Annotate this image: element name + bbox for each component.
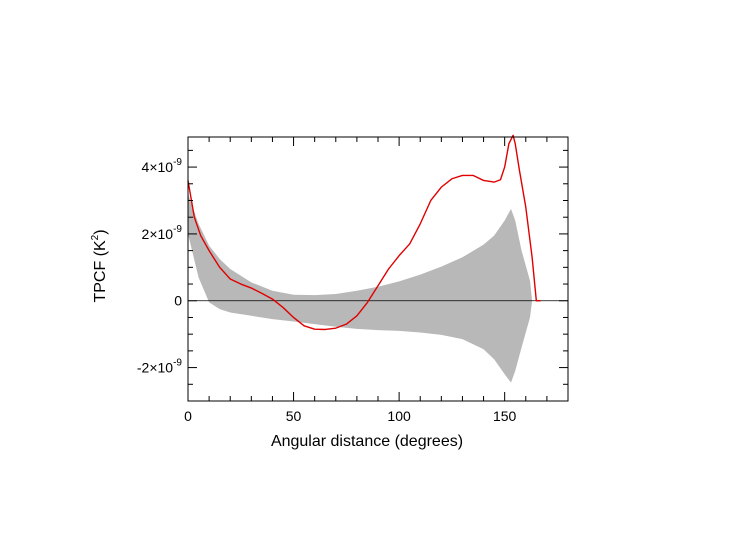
y-tick-mantissa: 2×10 bbox=[142, 226, 174, 242]
y-tick-label: -2×10-9 bbox=[137, 358, 183, 376]
y-tick-exponent: -9 bbox=[173, 358, 182, 369]
y-tick-label: 0 bbox=[174, 293, 182, 309]
y-axis-title-sup: 2 bbox=[90, 234, 101, 240]
series-layer bbox=[187, 134, 541, 331]
tpcf-series-line-0 bbox=[187, 134, 541, 331]
y-axis-title-main: TPCF (K bbox=[92, 240, 109, 303]
y-axis-title-close: ) bbox=[92, 229, 109, 234]
x-tick-label: 150 bbox=[493, 408, 517, 424]
y-tick-label: 4×10-9 bbox=[142, 157, 183, 175]
band-layer bbox=[188, 193, 533, 383]
y-tick-label: 2×10-9 bbox=[142, 224, 183, 242]
x-tick-label: 50 bbox=[286, 408, 302, 424]
tick-layer bbox=[188, 137, 568, 402]
y-tick-mantissa: 4×10 bbox=[142, 159, 174, 175]
x-tick-label: 100 bbox=[387, 408, 411, 424]
y-tick-mantissa: -2×10 bbox=[137, 360, 173, 376]
x-tick-label: 0 bbox=[184, 408, 192, 424]
y-axis-title: TPCF (K2) bbox=[90, 229, 109, 302]
confidence-band bbox=[188, 193, 533, 383]
y-tick-exponent: -9 bbox=[173, 224, 182, 235]
y-tick-exponent: -9 bbox=[173, 157, 182, 168]
x-axis-title: Angular distance (degrees) bbox=[271, 433, 463, 450]
